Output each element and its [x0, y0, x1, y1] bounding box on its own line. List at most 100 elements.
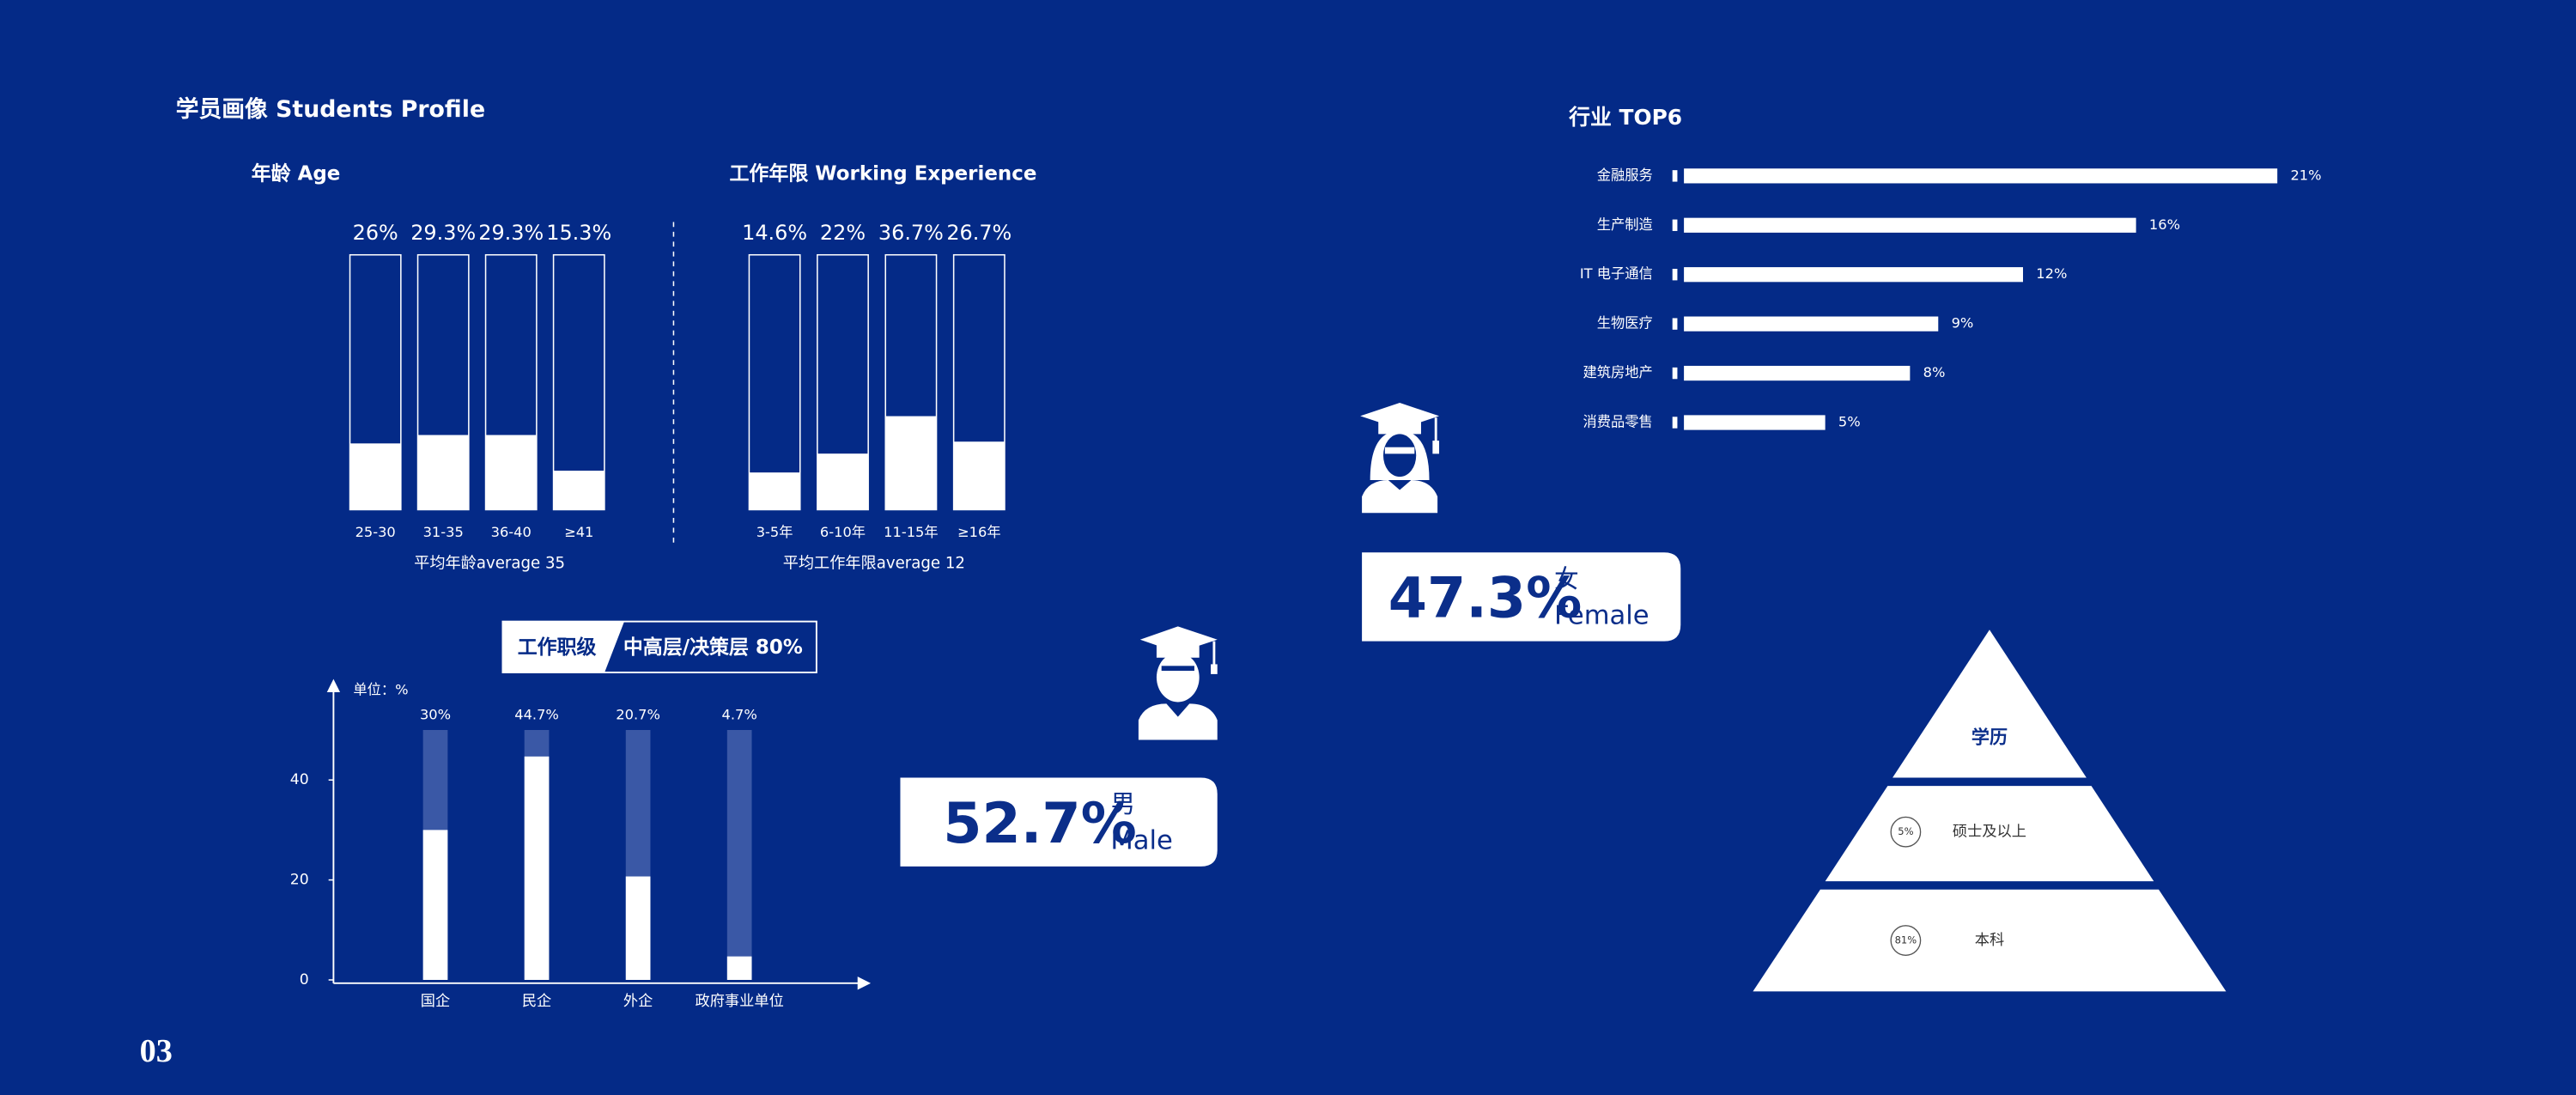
- level-title: 工作职级: [518, 636, 597, 659]
- bar: [553, 471, 605, 510]
- male-en: Male: [1110, 826, 1172, 856]
- value-label: 21%: [2290, 167, 2321, 183]
- y-tick-label: 20: [290, 872, 309, 889]
- value-label: 29.3%: [478, 221, 544, 245]
- value-label: 9%: [1952, 315, 1974, 332]
- row-marker: [1672, 219, 1678, 231]
- x-tick-label: 11-15年: [884, 524, 938, 540]
- level-circle: [1890, 925, 1922, 956]
- bar-track: [726, 730, 752, 980]
- level-box-tab: [502, 621, 625, 672]
- bar: [422, 830, 448, 980]
- y-tick-label: 0: [300, 971, 309, 989]
- female-percent: 47.3%: [1388, 567, 1583, 631]
- level-label: 硕士及以上: [1953, 824, 2026, 841]
- value-label: 5%: [1838, 414, 1861, 430]
- male-icon: [1138, 626, 1218, 740]
- level-subtitle: 中高层/决策层 80%: [623, 636, 803, 659]
- bar: [953, 441, 1005, 510]
- slide-title: 学员画像 Students Profile: [176, 95, 485, 123]
- bar: [1684, 365, 1911, 381]
- value-label: 30%: [420, 706, 451, 722]
- bar: [1684, 415, 1826, 430]
- value-label: 14.6%: [742, 221, 807, 245]
- level-label: 本科: [1975, 932, 2004, 949]
- female-icon: [1360, 403, 1440, 514]
- x-tick-label: 36-40: [491, 524, 532, 540]
- bar: [885, 416, 937, 510]
- y-tick-label: 40: [290, 771, 309, 788]
- male-percent: 52.7%: [943, 792, 1137, 856]
- x-tick-label: 民企: [522, 993, 551, 1010]
- y-tick-label: 生物医疗: [1597, 315, 1653, 332]
- value-label: 20.7%: [616, 706, 660, 722]
- female-en: Female: [1554, 600, 1649, 630]
- bar: [1684, 267, 2023, 283]
- x-tick-label: 31-35: [423, 524, 464, 540]
- chart-title: 行业 TOP6: [1568, 105, 1682, 130]
- y-tick-label: 金融服务: [1597, 167, 1653, 183]
- value-label: 26%: [353, 221, 398, 245]
- y-tick-label: 建筑房地产: [1583, 364, 1653, 380]
- value-label: 4.7%: [722, 706, 757, 722]
- male-zh: 男: [1110, 789, 1135, 818]
- row-marker: [1672, 269, 1678, 281]
- value-label: 29.3%: [410, 221, 476, 245]
- y-tick-label: 消费品零售: [1583, 414, 1653, 430]
- axis-arrow: [857, 976, 872, 990]
- value-label: 36.7%: [878, 221, 944, 245]
- bar: [1684, 316, 1939, 332]
- chart-note: 平均工作年限average 12: [783, 555, 965, 573]
- bar: [417, 435, 469, 510]
- y-tick-label: 生产制造: [1597, 216, 1653, 233]
- pyramid-title: 学历: [1971, 727, 2008, 748]
- row-marker: [1672, 170, 1678, 182]
- value-label: 8%: [1923, 364, 1946, 380]
- row-marker: [1672, 367, 1678, 380]
- bar: [625, 876, 651, 980]
- bar: [1684, 168, 2278, 184]
- bar: [485, 435, 537, 510]
- chart-note: 平均年龄average 35: [414, 555, 565, 573]
- bar: [817, 453, 869, 510]
- level-percent: 5%: [1898, 825, 1913, 837]
- x-tick-label: 外企: [623, 993, 653, 1010]
- level-percent: 81%: [1895, 934, 1917, 946]
- x-tick-label: ≥41: [564, 524, 593, 540]
- level-circle: [1890, 816, 1922, 848]
- x-tick-label: ≥16年: [957, 524, 1001, 540]
- value-label: 15.3%: [546, 221, 611, 245]
- bar: [1684, 217, 2136, 233]
- male-box: [900, 777, 1218, 867]
- pyramid-bottom: [1753, 889, 2227, 992]
- value-label: 44.7%: [514, 706, 559, 722]
- chart-title: 工作年限 Working Experience: [729, 161, 1036, 185]
- page-number: 03: [140, 1033, 173, 1069]
- y-axis-label: 单位：%: [353, 682, 408, 698]
- value-label: 12%: [2036, 265, 2067, 282]
- pyramid-middle: [1825, 786, 2154, 882]
- axis-arrow: [326, 678, 341, 692]
- x-tick-label: 25-30: [355, 524, 396, 540]
- y-tick-label: IT 电子通信: [1580, 265, 1653, 282]
- value-label: 22%: [820, 221, 866, 245]
- bar: [726, 956, 752, 980]
- value-label: 16%: [2149, 216, 2180, 233]
- x-tick-label: 政府事业单位: [696, 993, 784, 1010]
- value-label: 26.7%: [946, 221, 1012, 245]
- bar: [749, 472, 800, 510]
- female-box: [1362, 552, 1681, 642]
- bar: [349, 443, 401, 510]
- x-tick-label: 国企: [421, 993, 450, 1010]
- female-zh: 女: [1554, 564, 1579, 593]
- x-tick-label: 3-5年: [756, 524, 793, 540]
- pyramid-top: [1893, 630, 2087, 778]
- x-tick-label: 6-10年: [820, 524, 866, 540]
- row-marker: [1672, 318, 1678, 330]
- row-marker: [1672, 417, 1678, 429]
- chart-title: 年龄 Age: [252, 161, 341, 185]
- bar: [524, 756, 550, 980]
